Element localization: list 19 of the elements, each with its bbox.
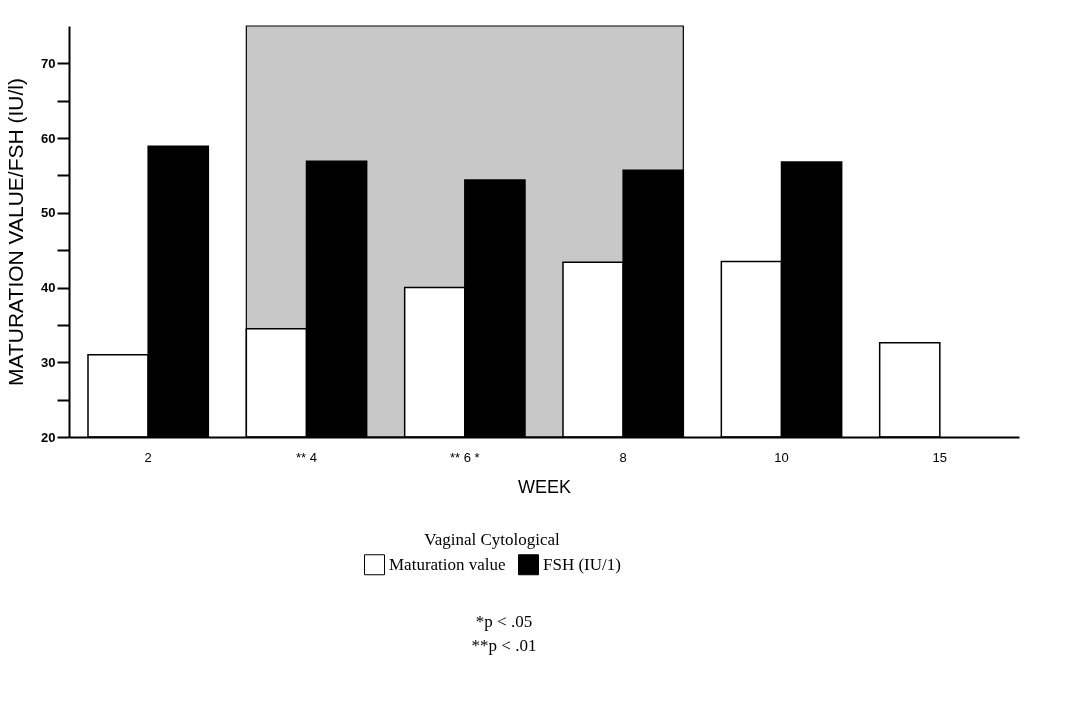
text: *p < .05	[475, 612, 533, 631]
x-tick-label: ** 4	[296, 449, 317, 465]
legend-label: FSH (IU/1)	[543, 554, 621, 574]
y-tick-label: 20	[41, 429, 56, 445]
x-axis-title: WEEK	[517, 476, 572, 497]
x-tick-label: 8	[619, 449, 627, 465]
y-axis-title: MATURATION VALUE/FSH (IU/l)	[4, 77, 28, 387]
y-tick-label: 60	[41, 130, 56, 146]
x-tick-label: 10	[774, 449, 789, 465]
x-tick-label: 15	[932, 449, 948, 465]
legend-title: Vaginal Cytological	[424, 530, 561, 549]
x-tick-label: ** 6 *	[450, 449, 480, 465]
y-tick-label: 70	[41, 55, 56, 71]
text: **p < .01	[471, 636, 537, 655]
x-tick-label: 2	[144, 449, 152, 465]
y-tick-label: 30	[41, 354, 56, 370]
y-tick-label: 50	[41, 205, 56, 221]
y-tick-label: 40	[41, 280, 56, 296]
legend-label: Maturation value	[389, 554, 506, 574]
